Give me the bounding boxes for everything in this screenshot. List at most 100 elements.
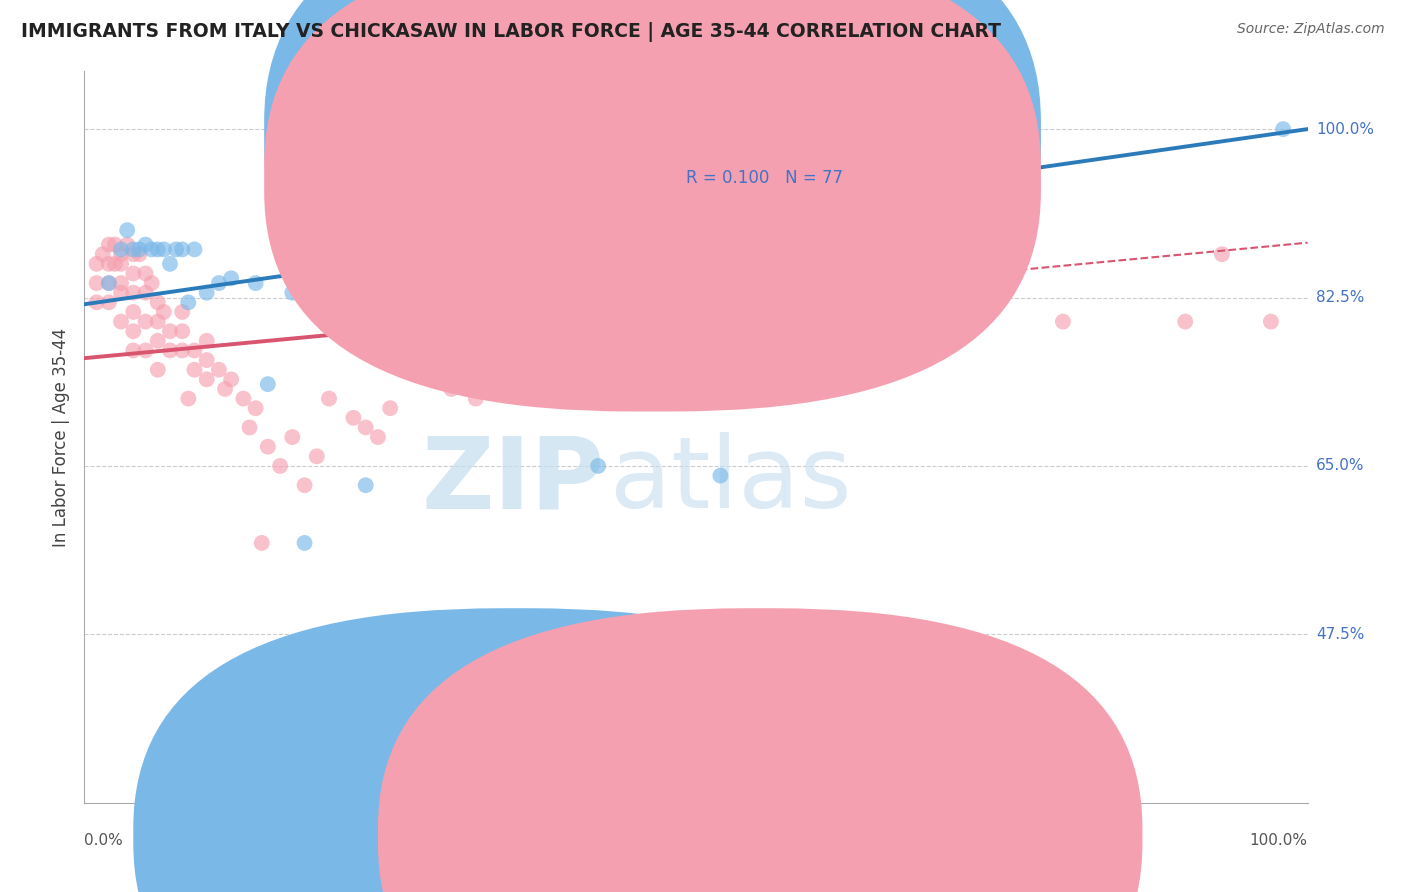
Point: [807, 315, 830, 329]
Point: [159, 343, 181, 358]
Point: [195, 285, 218, 300]
Text: 65.0%: 65.0%: [1316, 458, 1364, 474]
Point: [146, 334, 169, 348]
Point: [97, 257, 120, 271]
Point: [159, 324, 181, 338]
Point: [208, 276, 231, 290]
Point: [135, 237, 157, 252]
Point: [97, 276, 120, 290]
Text: 100.0%: 100.0%: [1250, 833, 1308, 848]
Point: [1272, 122, 1295, 136]
Point: [110, 257, 132, 271]
Point: [318, 392, 340, 406]
Point: [165, 243, 187, 257]
Point: [1211, 247, 1233, 261]
Point: [135, 285, 157, 300]
Point: [141, 276, 163, 290]
Point: [440, 382, 463, 396]
Point: [214, 382, 236, 396]
Point: [208, 362, 231, 376]
Point: [195, 372, 218, 386]
Point: [172, 343, 194, 358]
Point: [195, 353, 218, 368]
Point: [257, 440, 280, 454]
FancyBboxPatch shape: [264, 0, 1040, 411]
Point: [110, 247, 132, 261]
Point: [709, 468, 731, 483]
Point: [869, 315, 891, 329]
Point: [135, 267, 157, 281]
Point: [177, 295, 200, 310]
Point: [183, 243, 205, 257]
Y-axis label: In Labor Force | Age 35-44: In Labor Force | Age 35-44: [52, 327, 70, 547]
Point: [128, 243, 150, 257]
Point: [464, 392, 486, 406]
Text: R = 0.100   N = 77: R = 0.100 N = 77: [686, 169, 844, 187]
Text: Source: ZipAtlas.com: Source: ZipAtlas.com: [1237, 22, 1385, 37]
Text: 0.0%: 0.0%: [84, 833, 124, 848]
Point: [110, 315, 132, 329]
Point: [104, 237, 127, 252]
Point: [91, 247, 114, 261]
Point: [146, 362, 169, 376]
Point: [153, 305, 176, 319]
Point: [1260, 315, 1282, 329]
Point: [624, 315, 647, 329]
Point: [440, 324, 463, 338]
FancyBboxPatch shape: [378, 608, 1143, 892]
Point: [354, 478, 377, 492]
Point: [115, 223, 138, 237]
Point: [172, 243, 194, 257]
Point: [86, 295, 108, 310]
Point: [183, 343, 205, 358]
Point: [416, 362, 439, 376]
Point: [97, 295, 120, 310]
Point: [238, 420, 260, 434]
Point: [172, 324, 194, 338]
Point: [1052, 315, 1074, 329]
Point: [159, 257, 181, 271]
Point: [115, 237, 138, 252]
Text: Chickasaw: Chickasaw: [782, 828, 862, 843]
Point: [146, 295, 169, 310]
Point: [747, 324, 769, 338]
Point: [110, 285, 132, 300]
Point: [245, 401, 267, 416]
Point: [427, 285, 450, 300]
FancyBboxPatch shape: [605, 101, 898, 211]
Point: [97, 276, 120, 290]
Point: [128, 247, 150, 261]
Point: [183, 362, 205, 376]
Point: [294, 478, 316, 492]
Point: [1174, 315, 1197, 329]
Text: Immigrants from Italy: Immigrants from Italy: [537, 828, 703, 843]
Point: [110, 243, 132, 257]
Point: [257, 377, 280, 392]
FancyBboxPatch shape: [264, 0, 1040, 368]
Point: [269, 458, 291, 473]
Point: [97, 237, 120, 252]
Point: [929, 315, 952, 329]
Point: [172, 305, 194, 319]
Point: [354, 420, 377, 434]
Point: [177, 392, 200, 406]
Point: [294, 536, 316, 550]
Text: R = 0.322   N = 28: R = 0.322 N = 28: [686, 125, 844, 144]
Text: 82.5%: 82.5%: [1316, 290, 1364, 305]
Point: [146, 243, 169, 257]
Point: [367, 430, 389, 444]
Text: IMMIGRANTS FROM ITALY VS CHICKASAW IN LABOR FORCE | AGE 35-44 CORRELATION CHART: IMMIGRANTS FROM ITALY VS CHICKASAW IN LA…: [21, 22, 1001, 42]
Point: [141, 243, 163, 257]
Point: [135, 315, 157, 329]
Point: [586, 458, 609, 473]
Point: [122, 285, 145, 300]
Point: [219, 372, 242, 386]
Point: [135, 343, 157, 358]
Point: [104, 257, 127, 271]
Point: [153, 243, 176, 257]
Point: [342, 410, 364, 425]
Text: 100.0%: 100.0%: [1316, 121, 1374, 136]
Point: [502, 372, 524, 386]
Point: [250, 536, 273, 550]
Point: [219, 271, 242, 285]
